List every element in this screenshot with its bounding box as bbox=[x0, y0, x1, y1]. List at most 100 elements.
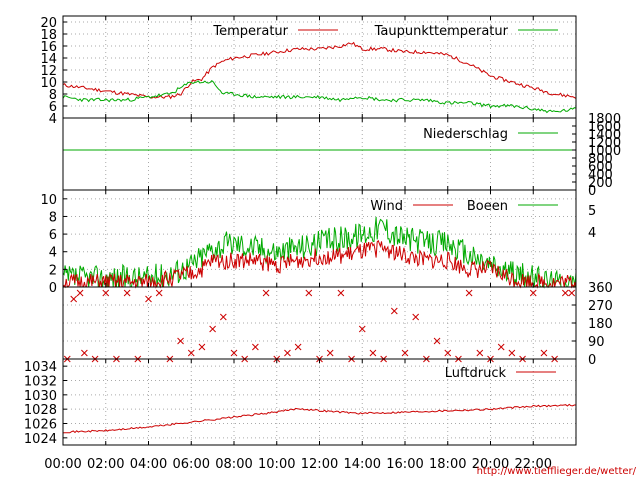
wind-right-label-0: 5 bbox=[588, 204, 596, 219]
legend-luftdruck-label: Luftdruck bbox=[445, 366, 507, 381]
x-tick-label-3: 06:00 bbox=[173, 457, 210, 472]
dir-point-36 bbox=[433, 337, 441, 345]
dir-point-33 bbox=[401, 349, 409, 357]
dir-point-42 bbox=[497, 343, 505, 351]
press-ylabel-1: 1026 bbox=[24, 418, 57, 433]
precip-ylabel-5: 1000 bbox=[588, 144, 621, 159]
dir-point-46 bbox=[540, 349, 548, 357]
x-tick-label-10: 20:00 bbox=[472, 457, 509, 472]
series-luftdruck bbox=[62, 403, 576, 434]
x-tick-label-7: 14:00 bbox=[344, 457, 381, 472]
wind-ylabel-5: 10 bbox=[40, 193, 57, 208]
dir-point-29 bbox=[358, 325, 366, 333]
dir-point-2 bbox=[76, 289, 84, 297]
x-tick-label-6: 12:00 bbox=[301, 457, 338, 472]
dir-point-10 bbox=[155, 289, 163, 297]
legend-niederschlag-label: Niederschlag bbox=[423, 127, 508, 142]
x-tick-label-2: 04:00 bbox=[130, 457, 167, 472]
temp-ylabel-5: 14 bbox=[40, 52, 57, 67]
temp-ylabel-4: 12 bbox=[40, 64, 57, 79]
dir-point-49 bbox=[568, 289, 576, 297]
temp-ylabel-1: 6 bbox=[49, 100, 57, 115]
dir-point-30 bbox=[369, 349, 377, 357]
dir-point-20 bbox=[262, 289, 270, 297]
dir-point-27 bbox=[337, 289, 345, 297]
dir-point-3 bbox=[81, 349, 88, 357]
x-tick-label-8: 16:00 bbox=[386, 457, 423, 472]
dir-point-12 bbox=[177, 337, 184, 345]
precip-ylabel-1: 200 bbox=[588, 176, 613, 191]
dir-point-37 bbox=[444, 349, 452, 357]
grid-layer bbox=[63, 16, 576, 445]
wind-ylabel-0: 0 bbox=[49, 281, 57, 296]
x-tick-label-11: 22:00 bbox=[515, 457, 552, 472]
temp-ylabel-8: 20 bbox=[40, 16, 57, 31]
wind-ylabel-4: 8 bbox=[49, 210, 57, 225]
temp-ylabel-7: 18 bbox=[40, 28, 57, 43]
dir-point-43 bbox=[508, 349, 516, 357]
dir-point-32 bbox=[390, 307, 398, 315]
series-taupunkttemperatur bbox=[62, 80, 577, 114]
dir-ylabel-1: 90 bbox=[588, 335, 605, 350]
temp-ylabel-0: 4 bbox=[49, 112, 57, 127]
dir-point-22 bbox=[284, 349, 291, 357]
dir-point-34 bbox=[412, 313, 420, 321]
press-ylabel-3: 1030 bbox=[24, 389, 57, 404]
dir-point-39 bbox=[465, 289, 473, 297]
precip-ylabel-8: 1600 bbox=[588, 120, 621, 135]
dir-point-23 bbox=[294, 343, 302, 351]
dir-point-26 bbox=[326, 349, 334, 357]
precip-ylabel-0: 0 bbox=[588, 184, 596, 199]
dir-point-24 bbox=[305, 289, 313, 297]
temp-ylabel-3: 10 bbox=[40, 76, 57, 91]
precip-ylabel-2: 400 bbox=[588, 168, 613, 183]
dir-point-48 bbox=[561, 289, 569, 297]
legend-taupunkttemperatur-label: Taupunkttemperatur bbox=[374, 24, 509, 39]
precip-ylabel-7: 1400 bbox=[588, 128, 621, 143]
x-tick-label-4: 08:00 bbox=[215, 457, 252, 472]
dir-point-7 bbox=[123, 289, 131, 297]
precip-ylabel-3: 600 bbox=[588, 160, 613, 175]
press-ylabel-5: 1034 bbox=[24, 360, 57, 375]
legend-boeen-label: Boeen bbox=[467, 199, 508, 214]
frame-layer bbox=[62, 15, 577, 446]
dir-ylabel-2: 180 bbox=[588, 317, 613, 332]
temp-ylabel-6: 16 bbox=[40, 40, 57, 55]
x-tick-label-1: 02:00 bbox=[87, 457, 124, 472]
x-tick-label-9: 18:00 bbox=[429, 457, 466, 472]
dir-point-5 bbox=[102, 289, 110, 297]
wind-right-label-1: 4 bbox=[588, 226, 596, 241]
legend-wind-label: Wind bbox=[370, 199, 403, 214]
dir-point-19 bbox=[252, 343, 259, 351]
press-ylabel-2: 1028 bbox=[24, 403, 57, 418]
dir-ylabel-0: 0 bbox=[588, 353, 596, 368]
dir-point-9 bbox=[145, 295, 152, 303]
dir-point-14 bbox=[198, 343, 206, 351]
dir-point-45 bbox=[529, 289, 537, 297]
dir-point-15 bbox=[209, 325, 216, 333]
precip-ylabel-6: 1200 bbox=[588, 136, 621, 151]
wind-ylabel-2: 4 bbox=[49, 246, 57, 261]
press-ylabel-0: 1024 bbox=[24, 432, 57, 447]
press-ylabel-4: 1032 bbox=[24, 375, 57, 390]
dir-point-16 bbox=[219, 313, 227, 321]
wind-ylabel-3: 6 bbox=[49, 228, 57, 243]
dir-ylabel-4: 360 bbox=[588, 281, 613, 296]
footer-url: http://www.tiefflieger.de/wetter/ bbox=[477, 466, 637, 477]
legend-temperatur-label: Temperatur bbox=[212, 24, 288, 39]
series-wind bbox=[62, 239, 577, 289]
x-tick-label-5: 10:00 bbox=[258, 457, 295, 472]
precip-ylabel-4: 800 bbox=[588, 152, 613, 167]
temp-ylabel-2: 8 bbox=[49, 88, 57, 103]
dir-point-13 bbox=[187, 349, 195, 357]
dir-point-1 bbox=[70, 295, 78, 303]
dir-point-17 bbox=[230, 349, 238, 357]
x-tick-label-0: 00:00 bbox=[44, 457, 81, 472]
wind-ylabel-1: 2 bbox=[49, 263, 57, 278]
dir-ylabel-3: 270 bbox=[588, 299, 613, 314]
dir-point-40 bbox=[476, 349, 484, 357]
precip-ylabel-9: 1800 bbox=[588, 112, 621, 127]
